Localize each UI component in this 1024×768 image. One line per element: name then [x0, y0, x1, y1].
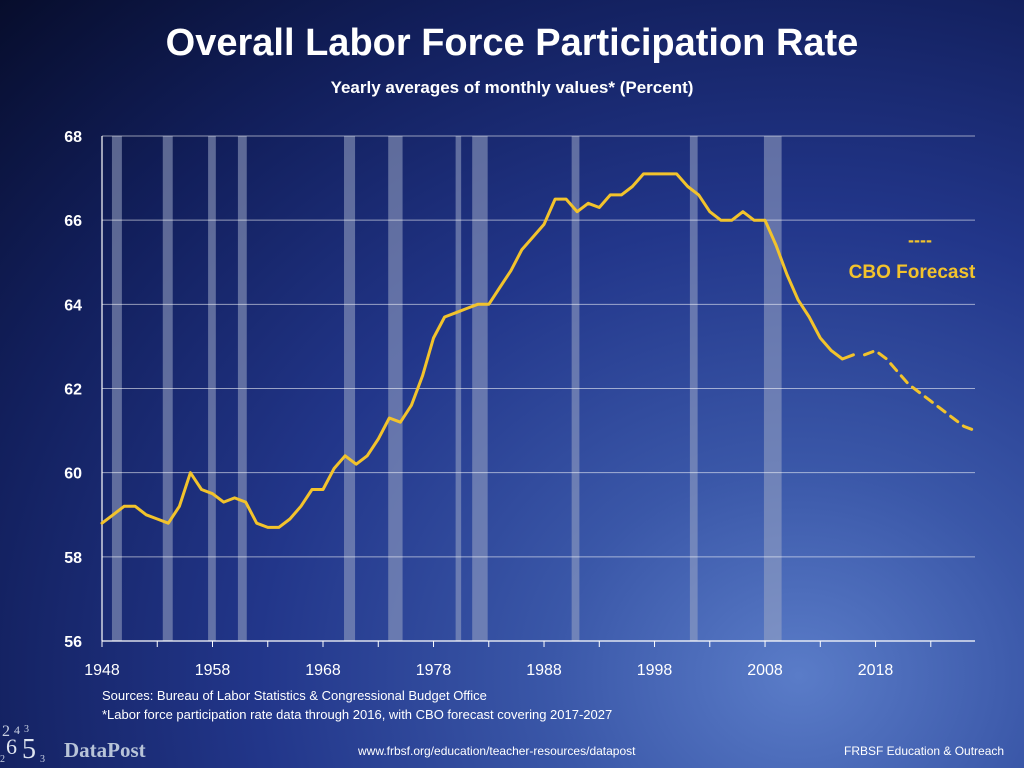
x-tick-label: 1958	[195, 662, 231, 679]
y-tick-label: 56	[64, 634, 82, 651]
x-tick-label: 1948	[84, 662, 120, 679]
datapost-logo-icon: 2 4 3 6 5 2 3	[0, 723, 45, 764]
logo-digit: 4	[14, 723, 20, 737]
y-tick-label: 62	[64, 382, 82, 399]
logo-digit: 5	[22, 734, 36, 764]
tick-labels: 56 58 60 62 64 66 68 1948 1958 1968 1978 1988 1998 20…	[64, 129, 893, 679]
x-tick-label: 2008	[747, 662, 783, 679]
y-tick-label: 68	[64, 129, 82, 146]
forecast-label: CBO Forecast	[849, 262, 976, 283]
logo-digit: 2	[0, 754, 5, 764]
footnote-line: *Labor force participation rate data thr…	[102, 707, 613, 722]
axes	[101, 136, 975, 647]
logo-text: DataPost	[64, 738, 146, 762]
forecast-line	[863, 349, 977, 433]
gridlines	[102, 135, 975, 558]
chart-subtitle: Yearly averages of monthly values* (Perc…	[330, 78, 694, 97]
x-tick-label: 1978	[416, 662, 452, 679]
sources-line: Sources: Bureau of Labor Statistics & Co…	[102, 688, 487, 703]
chart-title: Overall Labor Force Participation Rate	[165, 22, 859, 64]
y-tick-label: 58	[64, 550, 82, 567]
x-tick-label: 1968	[305, 662, 341, 679]
participation-rate-line	[100, 172, 855, 529]
x-tick-label: 1998	[637, 662, 673, 679]
y-tick-label: 60	[64, 466, 82, 483]
series-lines	[100, 172, 977, 529]
sources-note: Sources: Bureau of Labor Statistics & Co…	[102, 686, 612, 724]
footer-org: FRBSF Education & Outreach	[844, 744, 1005, 758]
y-tick-label: 64	[64, 297, 82, 314]
logo-digit: 3	[24, 724, 29, 735]
footer-url: www.frbsf.org/education/teacher-resource…	[358, 744, 636, 758]
y-tick-label: 66	[64, 213, 82, 230]
logo-digit: 2	[2, 723, 10, 740]
x-tick-label: 2018	[858, 662, 894, 679]
logo-digit: 6	[6, 734, 17, 759]
forecast-legend-marker: ----	[908, 230, 932, 250]
x-tick-label: 1988	[526, 662, 562, 679]
logo-digit: 3	[40, 754, 45, 764]
